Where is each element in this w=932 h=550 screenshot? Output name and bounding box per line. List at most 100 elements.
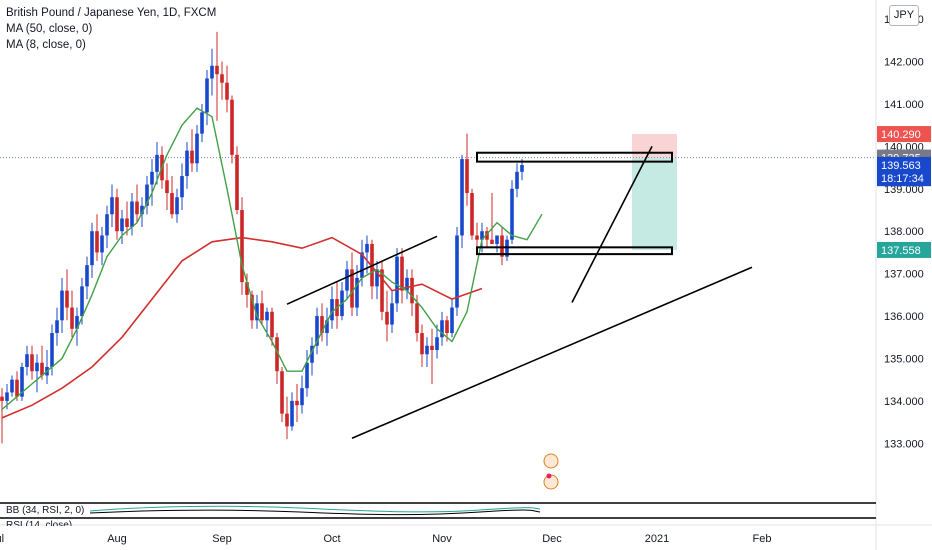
candle-up[interactable] [35, 362, 39, 372]
candle-up[interactable] [265, 311, 269, 321]
candle-down[interactable] [235, 154, 239, 210]
candle-up[interactable] [435, 337, 439, 350]
candle-up[interactable] [325, 320, 329, 334]
candle-up[interactable] [330, 299, 334, 321]
candle-up[interactable] [365, 243, 369, 253]
candle-down[interactable] [500, 235, 504, 257]
candle-up[interactable] [355, 277, 359, 308]
price-label[interactable]: 140.290 [881, 129, 921, 141]
candle-down[interactable] [430, 345, 434, 350]
candle-down[interactable] [415, 303, 419, 334]
candle-down[interactable] [65, 290, 69, 308]
candle-down[interactable] [295, 400, 299, 406]
candle-down[interactable] [475, 235, 479, 240]
candle-up[interactable] [290, 400, 294, 427]
candle-up[interactable] [450, 307, 454, 334]
channel-trendline-2[interactable] [351, 266, 753, 439]
candle-up[interactable] [180, 176, 184, 198]
candle-up[interactable] [10, 379, 14, 393]
candle-down[interactable] [465, 159, 469, 194]
candle-up[interactable] [50, 333, 54, 367]
candle-up[interactable] [305, 362, 309, 389]
candle-up[interactable] [175, 197, 179, 215]
candle-down[interactable] [0, 396, 4, 401]
price-label[interactable]: 18:17:34 [881, 173, 924, 185]
candle-up[interactable] [120, 218, 124, 232]
candle-up[interactable] [25, 354, 29, 367]
candle-up[interactable] [185, 150, 189, 177]
bb-indicator-label[interactable]: BB (34, RSI, 2, 0) [6, 505, 85, 516]
candle-up[interactable] [90, 231, 94, 266]
resistance-rectangle[interactable] [476, 151, 673, 163]
candle-down[interactable] [215, 65, 219, 75]
currency-button[interactable]: JPY [889, 5, 919, 26]
candle-down[interactable] [125, 218, 129, 227]
candle-up[interactable] [5, 392, 9, 401]
support-rectangle[interactable] [476, 246, 673, 256]
candle-down[interactable] [115, 197, 119, 232]
symbol-title[interactable]: British Pound / Japanese Yen, 1D, FXCM [6, 7, 217, 19]
candle-down[interactable] [275, 337, 279, 372]
candle-down[interactable] [270, 311, 274, 338]
candle-down[interactable] [245, 282, 249, 295]
candle-up[interactable] [495, 235, 499, 244]
channel-trendline-3[interactable] [571, 145, 653, 303]
candle-down[interactable] [230, 99, 234, 155]
candle-up[interactable] [375, 269, 379, 287]
candle-up[interactable] [195, 133, 199, 164]
candle-up[interactable] [105, 214, 109, 236]
candle-up[interactable] [345, 269, 349, 291]
candle-up[interactable] [480, 231, 484, 240]
candle-down[interactable] [220, 74, 224, 83]
candle-up[interactable] [520, 165, 524, 172]
candle-up[interactable] [200, 112, 204, 134]
candle-up[interactable] [85, 265, 89, 287]
candle-up[interactable] [255, 303, 259, 321]
candle-down[interactable] [135, 201, 139, 215]
candle-up[interactable] [390, 303, 394, 325]
candle-up[interactable] [20, 366, 24, 397]
candle-up[interactable] [110, 197, 114, 215]
price-label[interactable]: 139.563 [881, 160, 921, 172]
ma8-legend[interactable]: MA (8, close, 0) [6, 39, 86, 51]
candle-down[interactable] [70, 307, 74, 329]
candle-down[interactable] [385, 311, 389, 325]
ma8-line[interactable] [1, 107, 543, 410]
candle-up[interactable] [425, 345, 429, 355]
candle-up[interactable] [455, 235, 459, 308]
candle-up[interactable] [80, 286, 84, 317]
candle-up[interactable] [100, 235, 104, 253]
candle-down[interactable] [400, 256, 404, 291]
candle-up[interactable] [515, 171, 519, 189]
candle-down[interactable] [420, 333, 424, 355]
candle-down[interactable] [280, 371, 284, 414]
candle-down[interactable] [285, 413, 289, 427]
candle-down[interactable] [485, 231, 489, 240]
rsi-indicator-label[interactable]: RSI (14, close) [6, 520, 73, 526]
candle-down[interactable] [470, 193, 474, 236]
target-zone[interactable] [632, 157, 677, 250]
channel-trendline-1[interactable] [286, 235, 438, 305]
candle-down[interactable] [30, 354, 34, 372]
candle-down[interactable] [15, 379, 19, 397]
candle-up[interactable] [140, 205, 144, 215]
candle-down[interactable] [445, 320, 449, 334]
candle-down[interactable] [95, 231, 99, 253]
candle-up[interactable] [360, 252, 364, 278]
candle-down[interactable] [250, 294, 254, 321]
candle-up[interactable] [145, 184, 149, 206]
candle-up[interactable] [75, 316, 79, 329]
candle-down[interactable] [490, 239, 494, 244]
ma50-legend[interactable]: MA (50, close, 0) [6, 23, 93, 35]
candle-up[interactable] [150, 171, 154, 185]
candle-down[interactable] [260, 303, 264, 321]
candle-up[interactable] [205, 78, 209, 113]
uk-flag-event-icon[interactable] [543, 453, 559, 469]
candle-up[interactable] [315, 316, 319, 346]
candle-up[interactable] [60, 290, 64, 321]
candle-up[interactable] [405, 277, 409, 291]
candle-up[interactable] [300, 388, 304, 406]
candle-up[interactable] [130, 201, 134, 227]
candle-down[interactable] [350, 269, 354, 308]
